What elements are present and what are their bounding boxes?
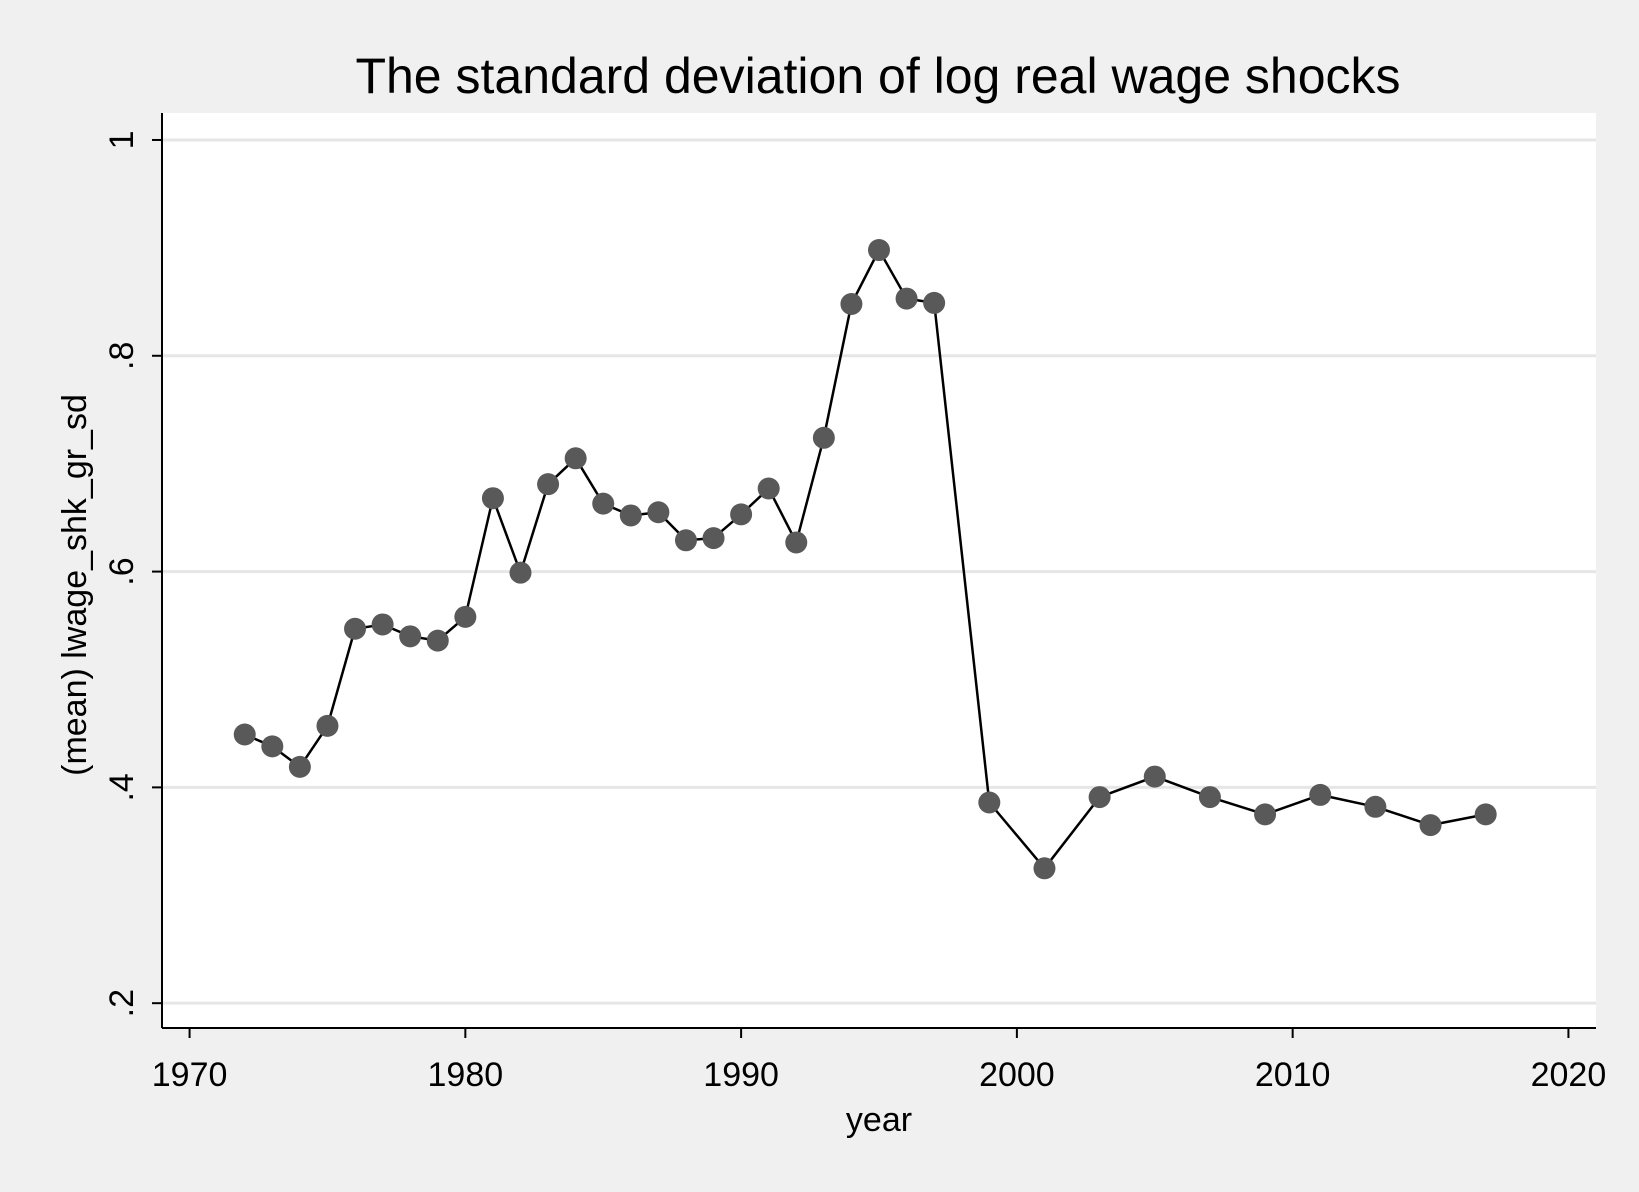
data-point <box>344 617 367 640</box>
gridlines <box>162 138 1596 1005</box>
data-point <box>1088 786 1111 809</box>
x-tick-label: 1970 <box>152 1056 228 1094</box>
data-point <box>840 292 863 315</box>
x-tick-label: 1980 <box>428 1056 504 1094</box>
data-point <box>537 473 560 496</box>
data-point <box>1474 803 1497 826</box>
tick-labels: .2 .4 .6 .8 1 1970 1980 1990 2000 2010 2020 <box>103 131 1606 1094</box>
data-point <box>619 504 642 527</box>
data-point <box>399 625 422 648</box>
data-point <box>757 477 780 500</box>
data-point <box>564 447 587 470</box>
axes <box>152 113 1596 1038</box>
chart-title: The standard deviation of log real wage … <box>355 48 1400 104</box>
data-point <box>261 735 284 758</box>
data-point <box>1143 765 1166 788</box>
data-point <box>233 723 256 746</box>
data-point <box>481 487 504 510</box>
data-point <box>509 561 532 584</box>
data-point <box>785 531 808 554</box>
data-point <box>426 629 449 652</box>
data-point <box>288 755 311 778</box>
y-axis-label: (mean) lwage_shk_gr_sd <box>56 394 94 776</box>
x-tick-label: 2010 <box>1255 1056 1331 1094</box>
data-point <box>371 613 394 636</box>
data-point <box>868 239 890 262</box>
x-tick-label: 2000 <box>979 1056 1055 1094</box>
data-point <box>812 426 835 449</box>
data-point <box>730 503 753 526</box>
y-tick-label: .4 <box>103 773 141 801</box>
y-tick-label: .6 <box>103 557 141 585</box>
data-point <box>1419 814 1442 837</box>
data-point <box>1309 783 1332 806</box>
x-axis-label: year <box>846 1101 912 1139</box>
y-tick-label: .8 <box>103 342 141 370</box>
y-tick-label: .2 <box>103 989 141 1017</box>
data-points <box>233 239 1497 880</box>
data-point <box>674 529 697 552</box>
x-tick-label: 2020 <box>1531 1056 1607 1094</box>
data-point <box>895 287 918 310</box>
data-point <box>1198 786 1221 809</box>
data-point <box>702 527 725 550</box>
data-point <box>978 791 1001 814</box>
data-point <box>1254 803 1277 826</box>
data-point <box>1364 795 1387 818</box>
y-tick-label: 1 <box>103 131 141 150</box>
data-point <box>1033 857 1056 880</box>
data-point <box>592 492 615 515</box>
data-point <box>316 714 339 737</box>
data-point <box>647 501 670 524</box>
data-point <box>923 291 946 314</box>
x-tick-label: 1990 <box>703 1056 779 1094</box>
data-point <box>454 605 477 628</box>
